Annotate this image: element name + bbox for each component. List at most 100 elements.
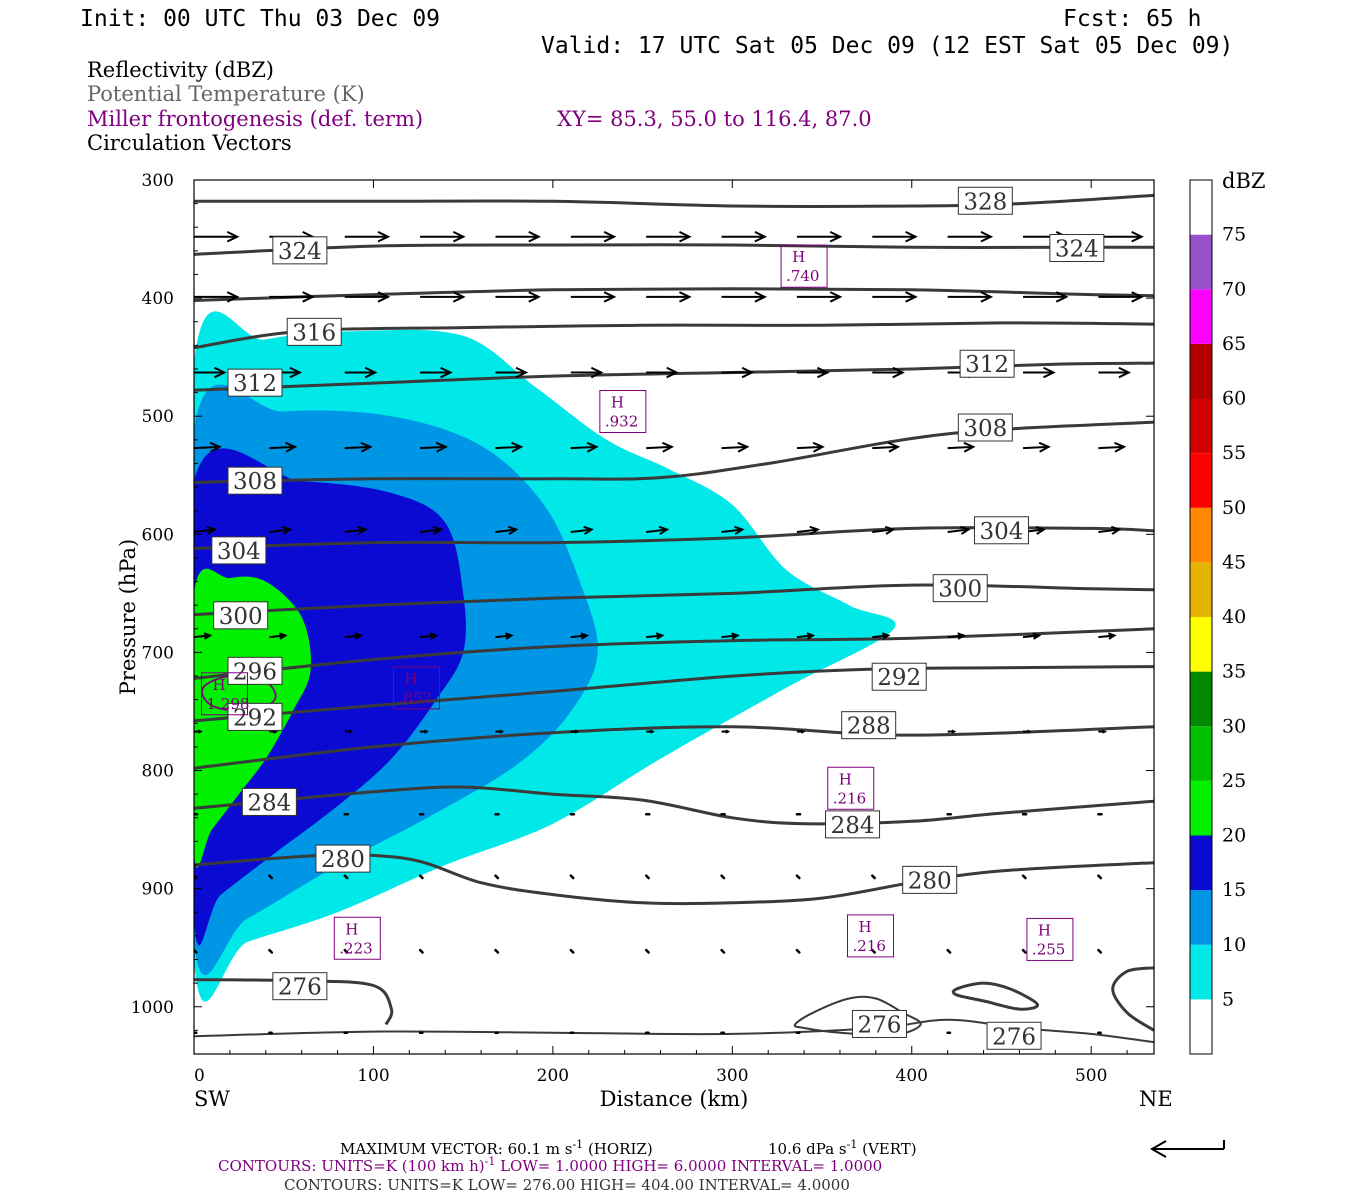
colorbar-box: [1190, 835, 1212, 891]
colorbar-box: [1190, 343, 1212, 399]
theta-label-312: 312: [959, 349, 1015, 378]
reflectivity-fill: [194, 311, 896, 1002]
colorbar-label: 20: [1222, 825, 1246, 847]
vector-arrow: [269, 525, 293, 535]
vector-arrow: [569, 948, 575, 954]
vector-arrow: [1097, 874, 1103, 880]
svg-text:.255: .255: [1032, 940, 1065, 958]
svg-text:276: 276: [992, 1024, 1036, 1050]
svg-text:H: H: [405, 670, 418, 688]
vector-arrow: [947, 525, 971, 535]
y-tick-label: 700: [142, 643, 174, 663]
theta-contour-info: CONTOURS: UNITS=K LOW= 276.00 HIGH= 404.…: [284, 1176, 850, 1194]
x-tick-label: 200: [537, 1066, 569, 1086]
vector-arrow: [344, 525, 368, 535]
colorbar-box: [1190, 890, 1212, 945]
vector-arrow: [420, 366, 453, 379]
colorbar-label: 35: [1222, 661, 1246, 683]
svg-text:292: 292: [877, 665, 921, 691]
vector-arrow: [570, 231, 617, 243]
vector-arrow: [796, 525, 820, 535]
frontogenesis-high-label: H.223: [333, 916, 381, 960]
colorbar-box: [1190, 944, 1212, 1000]
svg-text:.852: .852: [399, 689, 432, 707]
vector-arrow: [344, 291, 391, 303]
vector-arrow: [872, 632, 891, 640]
theta-contour-300: [194, 583, 1154, 617]
vector-arrow: [721, 525, 745, 535]
theta-contour-276: [1111, 966, 1154, 1032]
theta-contour-320: [194, 287, 1154, 302]
vector-arrow: [796, 729, 806, 734]
theta-label-308: 308: [227, 466, 283, 495]
theta-contour-328: [194, 193, 1154, 208]
frontogenesis-high-label: H.852: [393, 666, 441, 710]
theta-contour-276: [194, 978, 394, 1026]
colorbar-box: [1190, 562, 1212, 617]
y-tick-label: 1000: [131, 998, 174, 1018]
svg-text:304: 304: [980, 519, 1024, 545]
plot-frame: [193, 179, 1155, 1055]
svg-text:H: H: [858, 918, 871, 936]
vector-arrow: [1021, 948, 1027, 954]
vector-arrow: [344, 366, 378, 379]
x-axis-left-end: SW: [194, 1087, 230, 1111]
svg-text:H: H: [345, 920, 358, 938]
theta-label-276: 276: [851, 1009, 907, 1038]
vector-arrow: [419, 632, 439, 640]
theta-label-308: 308: [957, 413, 1013, 442]
theta-label-324: 324: [272, 236, 328, 265]
vector-arrow: [796, 366, 830, 379]
y-axis-label: Pressure (hPa): [116, 539, 140, 695]
vector-arrow: [721, 441, 750, 453]
colorbar-box: [1190, 180, 1212, 235]
vector-arrow: [646, 366, 679, 379]
frontogenesis-high-label: H.216: [846, 914, 894, 958]
init-time: Init: 00 UTC Thu 03 Dec 09: [80, 6, 440, 32]
field-frontogenesis: Miller frontogenesis (def. term): [87, 107, 423, 131]
colorbar-box: [1190, 780, 1212, 836]
vector-arrow: [646, 632, 665, 640]
colorbar-label: 70: [1222, 278, 1246, 300]
colorbar-label: 40: [1222, 606, 1246, 628]
vector-arrow: [1098, 366, 1132, 379]
reference-vector: [1149, 1140, 1225, 1158]
vector-arrow: [646, 231, 692, 243]
vector-arrow: [1098, 632, 1117, 640]
vector-arrow: [646, 525, 670, 535]
vector-arrow: [420, 729, 429, 734]
vector-arrow: [494, 948, 500, 954]
svg-text:288: 288: [847, 714, 891, 740]
vector-arrow: [721, 632, 740, 640]
theta-label-304: 304: [973, 516, 1029, 545]
x-axis-right-end: NE: [1139, 1087, 1173, 1111]
theta-label-316: 316: [286, 317, 342, 346]
vector-arrow: [1022, 632, 1042, 640]
theta-label-284: 284: [241, 787, 297, 816]
x-tick-label: 400: [896, 1066, 928, 1086]
vector-arrow: [1023, 729, 1032, 734]
theta-contour-312: [194, 361, 1154, 392]
theta-label-284: 284: [825, 810, 881, 839]
field-reflectivity: Reflectivity (dBZ): [87, 58, 274, 82]
vector-arrow: [418, 948, 424, 954]
colorbar-label: 25: [1222, 770, 1246, 792]
vector-arrow: [570, 291, 617, 303]
frontogenesis-high-label: H.740: [780, 244, 828, 288]
field-circulation-vectors: Circulation Vectors: [87, 131, 292, 155]
colorbar-box: [1190, 617, 1212, 672]
vector-arrow: [796, 632, 816, 640]
vector-arrow: [495, 441, 524, 453]
vector-arrow: [721, 291, 768, 303]
vector-arrow: [1098, 729, 1108, 734]
svg-text:.216: .216: [852, 937, 885, 955]
vector-arrow: [872, 291, 918, 303]
frontogenesis-high-label: H.255: [1026, 917, 1074, 961]
colorbar-box: [1190, 726, 1212, 781]
theta-label-292: 292: [871, 662, 927, 691]
y-tick-label: 400: [142, 289, 174, 309]
vector-arrow: [872, 231, 918, 243]
colorbar-label: 45: [1222, 551, 1246, 573]
theta-contour-304: [194, 526, 1154, 550]
vector-arrow: [268, 948, 274, 954]
